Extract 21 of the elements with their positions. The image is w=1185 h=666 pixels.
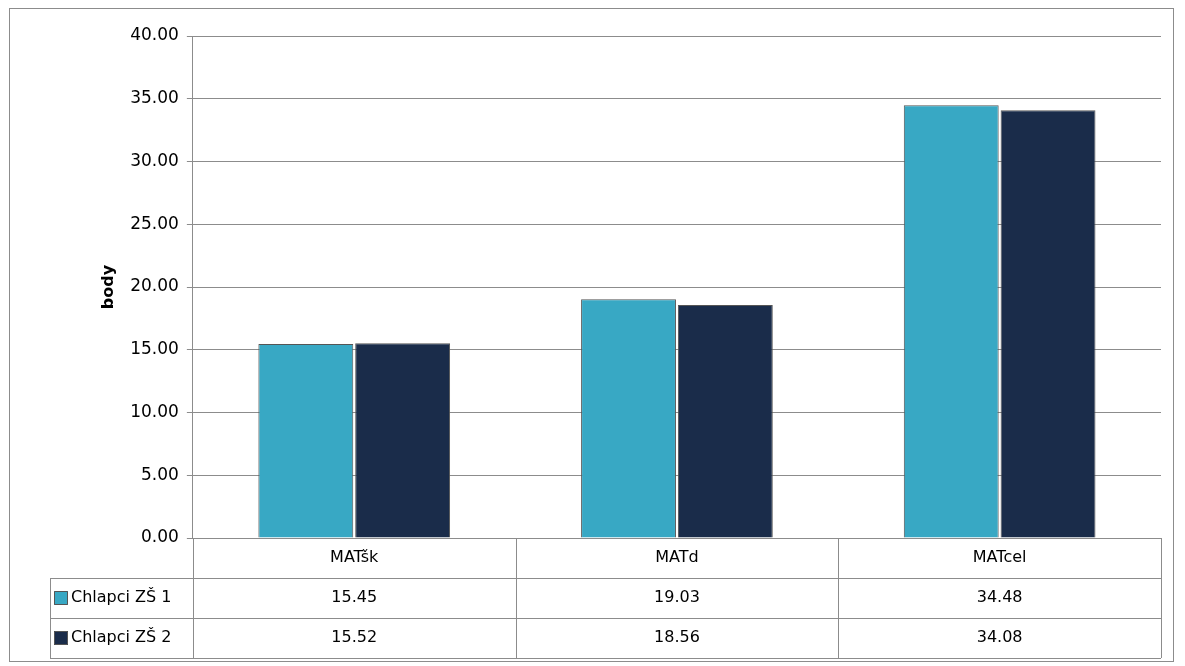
- x-tick-label: MATd: [655, 547, 699, 567]
- data-label: 19.03: [654, 587, 700, 607]
- y-tick-label: 15.00: [130, 338, 179, 359]
- y-tick-label: 10.00: [130, 400, 179, 421]
- data-label: 15.45: [331, 587, 378, 607]
- legend-label: Chlapci ZŠ 2: [71, 627, 172, 647]
- y-tick-label: 20.00: [130, 275, 179, 296]
- y-tick-label: 35.00: [130, 87, 179, 108]
- data-label: 34.08: [976, 627, 1023, 647]
- y-tick-label: 0.00: [141, 526, 179, 547]
- y-tick-label: 5.00: [141, 463, 179, 484]
- y-tick-label: 30.00: [130, 149, 179, 170]
- y-tick-label: 40.00: [130, 24, 179, 45]
- data-label: 34.48: [976, 587, 1023, 607]
- y-axis-title: body: [97, 264, 117, 310]
- data-label: 15.52: [331, 627, 378, 647]
- y-tick-label: 25.00: [130, 212, 179, 233]
- x-tick-label: MATšk: [330, 547, 380, 567]
- data-label: 18.56: [654, 627, 700, 647]
- x-tick-label: MATcel: [972, 547, 1027, 567]
- legend-label: Chlapci ZŠ 1: [71, 587, 172, 607]
